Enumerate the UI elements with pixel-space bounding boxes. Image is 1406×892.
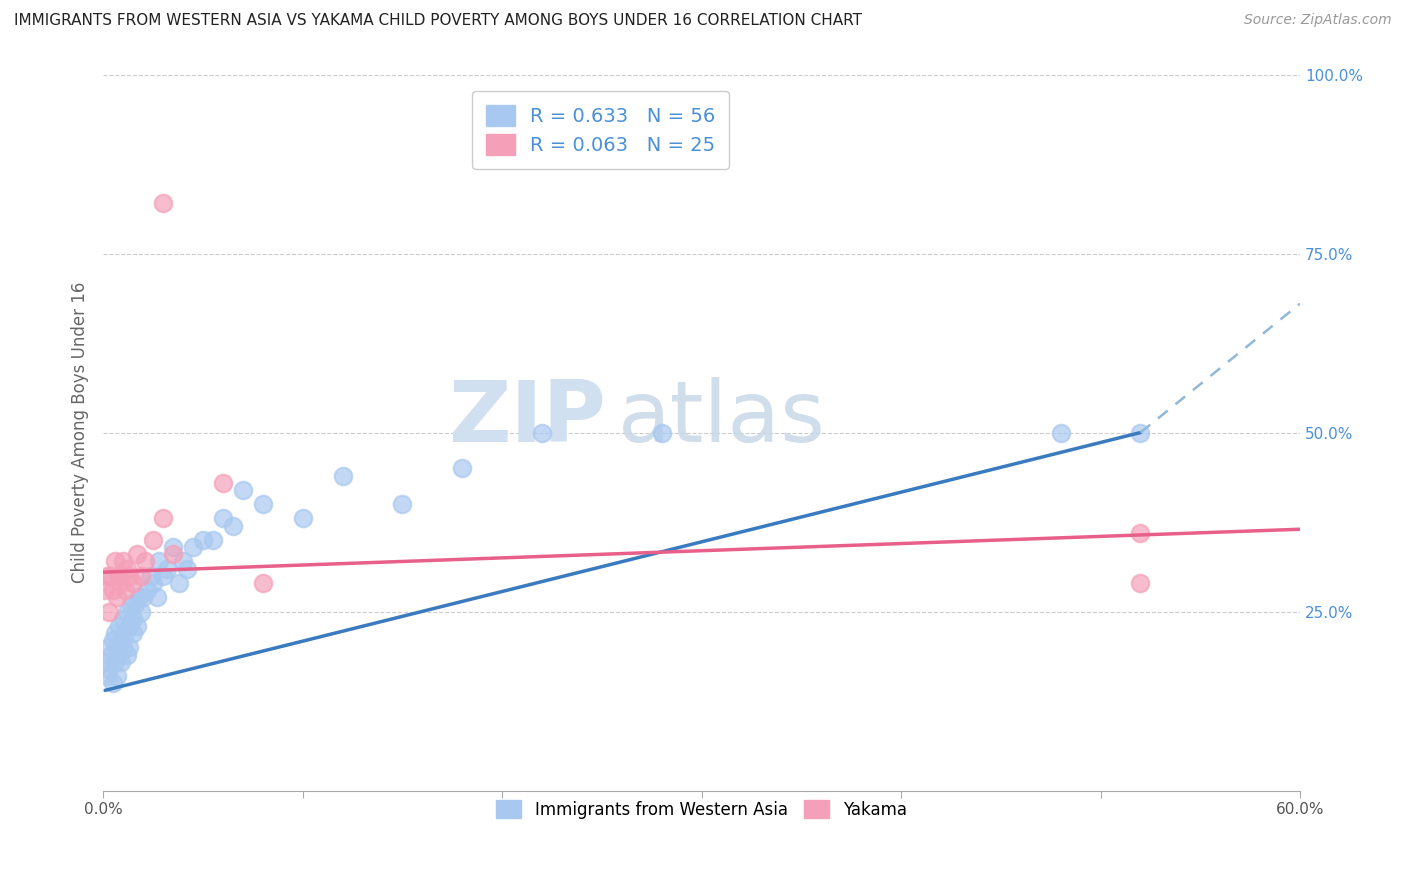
Point: [139, 568, 162, 582]
Point: [134, 554, 156, 568]
Point: [118, 640, 141, 655]
Point: [181, 540, 204, 554]
Point: [162, 547, 184, 561]
Point: [222, 518, 245, 533]
Point: [232, 483, 254, 497]
Point: [148, 554, 170, 568]
Text: IMMIGRANTS FROM WESTERN ASIA VS YAKAMA CHILD POVERTY AMONG BOYS UNDER 16 CORRELA: IMMIGRANTS FROM WESTERN ASIA VS YAKAMA C…: [14, 13, 862, 29]
Point: [120, 598, 142, 612]
Point: [112, 554, 135, 568]
Point: [122, 626, 145, 640]
Point: [110, 655, 132, 669]
Point: [451, 461, 474, 475]
Point: [1129, 525, 1152, 540]
Point: [651, 425, 673, 440]
Point: [122, 576, 145, 591]
Point: [101, 676, 124, 690]
Point: [252, 576, 274, 591]
Point: [211, 475, 233, 490]
Point: [98, 640, 121, 655]
Point: [162, 540, 184, 554]
Point: [115, 648, 138, 662]
Point: [114, 583, 136, 598]
Point: [129, 605, 152, 619]
Point: [114, 626, 136, 640]
Point: [167, 576, 190, 591]
Point: [98, 662, 121, 676]
Point: [291, 511, 314, 525]
Point: [115, 605, 138, 619]
Y-axis label: Child Poverty Among Boys Under 16: Child Poverty Among Boys Under 16: [72, 282, 89, 583]
Point: [108, 568, 131, 582]
Point: [125, 619, 148, 633]
Point: [211, 511, 233, 525]
Point: [152, 568, 174, 582]
Point: [152, 511, 174, 525]
Point: [112, 612, 135, 626]
Point: [129, 568, 152, 582]
Point: [108, 648, 131, 662]
Point: [110, 633, 132, 648]
Point: [176, 561, 198, 575]
Legend: Immigrants from Western Asia, Yakama: Immigrants from Western Asia, Yakama: [489, 793, 914, 825]
Point: [124, 598, 146, 612]
Point: [122, 612, 145, 626]
Point: [530, 425, 553, 440]
Point: [1049, 425, 1071, 440]
Point: [115, 561, 138, 575]
Point: [118, 619, 141, 633]
Text: ZIP: ZIP: [449, 376, 606, 459]
Point: [108, 619, 131, 633]
Point: [152, 196, 174, 211]
Point: [112, 640, 135, 655]
Point: [98, 605, 121, 619]
Point: [104, 554, 127, 568]
Point: [105, 640, 128, 655]
Point: [100, 568, 122, 582]
Point: [110, 576, 132, 591]
Point: [96, 568, 118, 582]
Point: [105, 669, 128, 683]
Point: [101, 583, 124, 598]
Point: [101, 633, 124, 648]
Point: [94, 655, 117, 669]
Point: [142, 533, 165, 547]
Point: [391, 497, 413, 511]
Point: [118, 568, 141, 582]
Point: [105, 591, 128, 605]
Point: [125, 547, 148, 561]
Point: [191, 533, 214, 547]
Point: [172, 554, 194, 568]
Point: [132, 591, 155, 605]
Text: Source: ZipAtlas.com: Source: ZipAtlas.com: [1244, 13, 1392, 28]
Point: [1129, 576, 1152, 591]
Point: [100, 648, 122, 662]
Point: [104, 626, 127, 640]
Point: [146, 591, 169, 605]
Point: [104, 655, 127, 669]
Point: [332, 468, 354, 483]
Point: [201, 533, 224, 547]
Point: [128, 591, 150, 605]
Point: [96, 669, 118, 683]
Point: [252, 497, 274, 511]
Point: [156, 561, 179, 575]
Point: [94, 583, 117, 598]
Point: [1129, 425, 1152, 440]
Point: [136, 583, 159, 598]
Text: atlas: atlas: [617, 376, 825, 459]
Point: [142, 576, 165, 591]
